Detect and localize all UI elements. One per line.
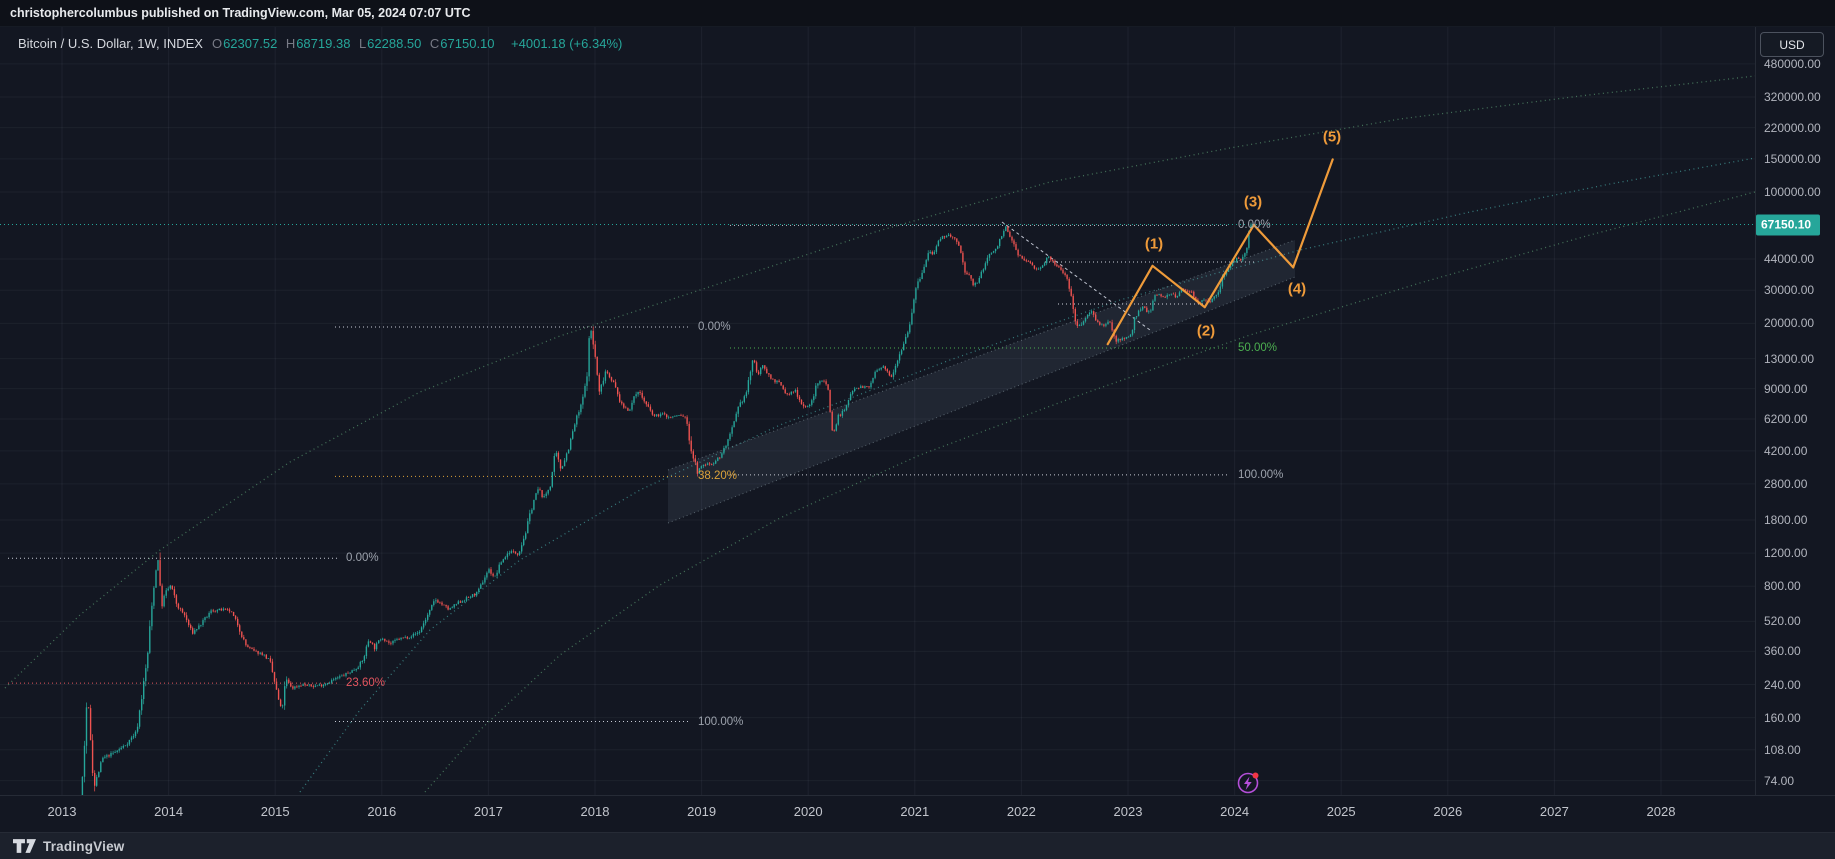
- price-tick-label: 360.00: [1764, 644, 1801, 659]
- year-tick-label: 2013: [47, 804, 77, 819]
- ohlc-value: 62307.52: [223, 35, 278, 51]
- year-tick-label: 2028: [1646, 804, 1676, 819]
- publish-banner: christophercolumbus published on Trading…: [0, 0, 1835, 27]
- price-tick-label: 30000.00: [1764, 283, 1815, 298]
- candle-bodies-down: [87, 226, 1242, 786]
- ohlc-value: 68719.38: [296, 35, 351, 51]
- grid-lines: [0, 27, 1755, 795]
- plot-area[interactable]: [0, 27, 1755, 859]
- price-tick-label: 160.00: [1764, 710, 1801, 725]
- event-marker-icon[interactable]: [1237, 772, 1259, 794]
- ohlc-value: 62288.50: [367, 35, 422, 51]
- tradingview-wordmark[interactable]: TradingView: [43, 838, 125, 854]
- year-tick-label: 2018: [580, 804, 610, 819]
- ohlc-item: O 62307.52: [212, 36, 277, 51]
- symbol-title[interactable]: Bitcoin / U.S. Dollar, 1W, INDEX: [18, 35, 203, 51]
- year-tick-label: 2019: [687, 804, 717, 819]
- price-tick-label: 2800.00: [1764, 476, 1808, 491]
- ohlc-key: O: [211, 35, 223, 51]
- year-tick-label: 2017: [473, 804, 503, 819]
- ohlc-key: C: [429, 35, 440, 51]
- price-tick-label: 1200.00: [1764, 546, 1808, 561]
- price-tick-label: 4200.00: [1764, 443, 1808, 458]
- price-tick-label: 13000.00: [1764, 351, 1815, 366]
- currency-toggle-button[interactable]: USD: [1760, 32, 1824, 57]
- tradingview-logo-icon[interactable]: [13, 839, 36, 853]
- ohlc-item: L 62288.50: [359, 36, 421, 51]
- ohlc-key: L: [358, 35, 367, 51]
- price-tick-label: 108.00: [1764, 742, 1801, 757]
- trend-curve-1: [299, 157, 1755, 793]
- footer-bar: TradingView: [0, 832, 1835, 859]
- price-tick-label: 320000.00: [1764, 90, 1821, 105]
- candle-wicks-up: [82, 222, 1252, 795]
- year-tick-label: 2027: [1539, 804, 1569, 819]
- trend-curve-2: [424, 191, 1755, 793]
- ohlc-key: H: [285, 35, 296, 51]
- year-tick-label: 2025: [1326, 804, 1356, 819]
- year-tick-label: 2024: [1220, 804, 1250, 819]
- symbol-legend: Bitcoin / U.S. Dollar, 1W, INDEX O 62307.…: [18, 34, 622, 52]
- candle-wicks-down: [88, 226, 1242, 792]
- ohlc-value: 67150.10: [440, 35, 495, 51]
- ohlc-item: C 67150.10: [430, 36, 495, 51]
- year-tick-label: 2020: [793, 804, 823, 819]
- candle-bodies-up: [81, 224, 1252, 795]
- price-tick-label: 44000.00: [1764, 252, 1815, 267]
- price-tick-label: 6200.00: [1764, 412, 1808, 427]
- price-tick-label: 150000.00: [1764, 151, 1821, 166]
- year-tick-label: 2021: [900, 804, 930, 819]
- ohlc-item: H 68719.38: [286, 36, 351, 51]
- trend-curve-0: [4, 75, 1755, 689]
- year-tick-label: 2023: [1113, 804, 1143, 819]
- price-tick-label: 240.00: [1764, 677, 1801, 692]
- year-tick-label: 2014: [154, 804, 184, 819]
- price-tick-label: 520.00: [1764, 614, 1801, 629]
- price-tick-label: 1800.00: [1764, 513, 1808, 527]
- price-tick-label: 100000.00: [1764, 185, 1821, 199]
- ohlc-values: O 62307.52 H 68719.38 L 62288.50 C 67150.10: [212, 36, 502, 51]
- price-axis[interactable]: USD 480000.00 320000.00 220000.00 150000.00…: [1755, 27, 1835, 795]
- elliott-wave-line: [1106, 158, 1334, 346]
- trend-channel-band: [668, 240, 1295, 523]
- year-tick-label: 2026: [1433, 804, 1463, 819]
- year-tick-label: 2015: [260, 804, 290, 819]
- price-tick-label: 74.00: [1764, 773, 1795, 788]
- last-price-badge: 67150.10: [1756, 214, 1820, 235]
- time-axis[interactable]: 2013 2014 2015 2016 2017 2018 2019 2020 2021 2022…: [0, 795, 1835, 833]
- price-tick-label: 220000.00: [1764, 120, 1821, 135]
- publish-banner-text: christophercolumbus published on Trading…: [10, 6, 471, 20]
- price-tick-label: 9000.00: [1764, 381, 1808, 396]
- year-tick-label: 2016: [367, 804, 397, 819]
- price-tick-label: 800.00: [1764, 579, 1801, 594]
- year-tick-label: 2022: [1006, 804, 1036, 819]
- price-tick-label: 20000.00: [1764, 316, 1815, 331]
- change-value: +4001.18 (+6.34%): [511, 35, 623, 51]
- price-tick-label: 480000.00: [1764, 56, 1821, 71]
